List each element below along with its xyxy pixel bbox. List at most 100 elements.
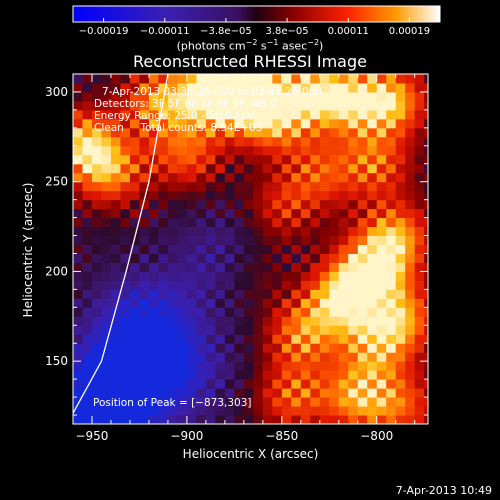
heatmap-cell xyxy=(376,361,387,371)
heatmap-cell xyxy=(367,379,378,389)
heatmap-cell xyxy=(224,199,235,210)
heatmap-cell xyxy=(148,271,159,281)
heatmap-cell xyxy=(129,136,140,147)
heatmap-cell xyxy=(110,100,121,111)
heatmap-cell xyxy=(158,406,169,416)
heatmap-cell xyxy=(82,235,93,246)
heatmap-cell xyxy=(424,361,428,371)
heatmap-cell xyxy=(177,217,188,228)
heatmap-cell xyxy=(215,406,226,416)
heatmap-cell xyxy=(357,127,368,138)
heatmap-cell xyxy=(357,181,368,192)
heatmap-cell xyxy=(310,325,321,335)
heatmap-cell xyxy=(215,172,226,183)
heatmap-cell xyxy=(281,154,292,165)
heatmap-cell xyxy=(82,253,93,263)
heatmap-cell xyxy=(167,127,178,138)
heatmap-cell xyxy=(272,262,283,272)
heatmap-cell xyxy=(291,82,302,93)
heatmap-cell xyxy=(177,298,188,308)
heatmap-cell xyxy=(424,82,428,93)
heatmap-cell xyxy=(281,100,292,111)
heatmap-cell xyxy=(243,307,254,317)
heatmap-cell xyxy=(148,199,159,210)
heatmap-cell xyxy=(348,226,359,237)
heatmap-cell xyxy=(395,262,406,272)
heatmap-cell xyxy=(215,334,226,344)
heatmap-cell xyxy=(424,280,428,290)
heatmap-cell xyxy=(405,118,416,129)
heatmap-cell xyxy=(338,118,349,129)
heatmap-cell xyxy=(253,235,264,246)
heatmap-cell xyxy=(262,280,273,290)
heatmap-cell xyxy=(272,100,283,111)
heatmap-cell xyxy=(319,262,330,272)
heatmap-cell xyxy=(281,307,292,317)
heatmap-cell xyxy=(186,298,197,308)
heatmap-cell xyxy=(205,91,216,102)
heatmap-cell xyxy=(405,397,416,407)
heatmap-cell xyxy=(215,127,226,138)
heatmap-cell xyxy=(186,244,197,254)
heatmap-cell xyxy=(405,379,416,389)
heatmap-cell xyxy=(405,271,416,281)
heatmap-cell xyxy=(405,190,416,201)
heatmap-cell xyxy=(167,325,178,335)
heatmap-cell xyxy=(338,379,349,389)
heatmap-cell xyxy=(243,289,254,299)
heatmap-cell xyxy=(129,307,140,317)
heatmap-cell xyxy=(177,253,188,263)
heatmap-cell xyxy=(338,325,349,335)
heatmap-cell xyxy=(338,343,349,353)
heatmap-cell xyxy=(300,190,311,201)
heatmap-cell xyxy=(196,181,207,192)
heatmap-cell xyxy=(310,361,321,371)
heatmap-cell xyxy=(405,145,416,156)
heatmap-cell xyxy=(424,271,428,281)
heatmap-cell xyxy=(224,226,235,237)
heatmap-cell xyxy=(91,82,102,93)
heatmap-cell xyxy=(129,388,140,398)
heatmap-cell xyxy=(234,181,245,192)
heatmap-cell xyxy=(234,271,245,281)
heatmap-cell xyxy=(243,100,254,111)
heatmap-cell xyxy=(291,118,302,129)
heatmap-cell xyxy=(348,370,359,380)
heatmap-cell xyxy=(167,370,178,380)
heatmap-cell xyxy=(139,127,150,138)
heatmap-cell xyxy=(205,325,216,335)
heatmap-cell xyxy=(82,325,93,335)
heatmap-cell xyxy=(395,163,406,174)
heatmap-cell xyxy=(167,334,178,344)
heatmap-cell xyxy=(101,343,112,353)
heatmap-cell xyxy=(319,127,330,138)
heatmap-cell xyxy=(319,334,330,344)
heatmap-cell xyxy=(101,262,112,272)
heatmap-cell xyxy=(300,307,311,317)
heatmap-cell xyxy=(272,217,283,228)
heatmap-cell xyxy=(186,415,197,424)
heatmap-cell xyxy=(395,316,406,326)
heatmap-cell xyxy=(139,325,150,335)
heatmap-cell xyxy=(120,244,131,254)
heatmap-cell xyxy=(338,82,349,93)
heatmap-cell xyxy=(386,388,397,398)
heatmap-cell xyxy=(329,415,340,424)
heatmap-cell xyxy=(300,415,311,424)
heatmap-cell xyxy=(414,82,425,93)
heatmap-cell xyxy=(82,361,93,371)
heatmap-cell xyxy=(357,208,368,219)
heatmap-cell xyxy=(186,388,197,398)
heatmap-cell xyxy=(234,100,245,111)
heatmap-cell xyxy=(243,352,254,362)
heatmap-cell xyxy=(101,172,112,183)
heatmap-cell xyxy=(357,74,368,84)
heatmap-cell xyxy=(405,316,416,326)
heatmap-cell xyxy=(110,361,121,371)
heatmap-cell xyxy=(272,91,283,102)
heatmap-cell xyxy=(376,181,387,192)
heatmap-cell xyxy=(224,118,235,129)
heatmap-cell xyxy=(300,154,311,165)
heatmap-cell xyxy=(129,226,140,237)
heatmap-cell xyxy=(148,334,159,344)
